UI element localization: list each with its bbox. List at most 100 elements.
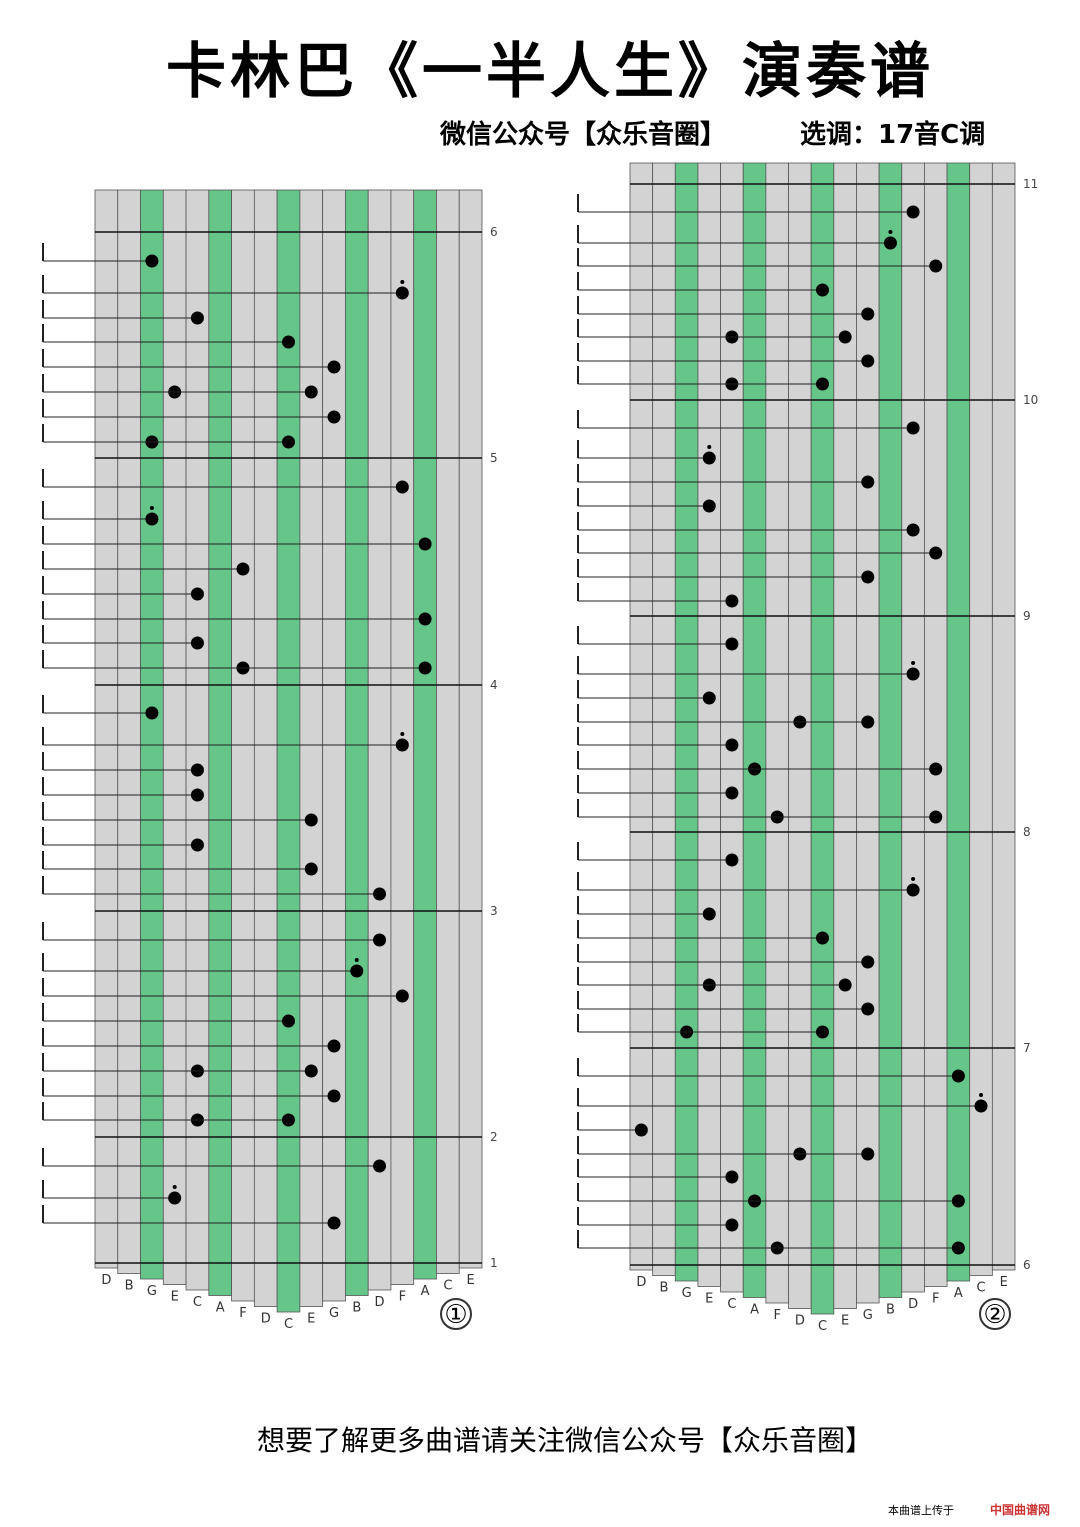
note [304, 1064, 318, 1078]
tine [629, 162, 654, 1271]
note [282, 1113, 295, 1127]
tine [697, 162, 721, 1287]
note [725, 853, 739, 867]
note [906, 205, 920, 219]
octave-dot [707, 445, 712, 449]
key-label: E [841, 1314, 849, 1329]
measure-number: 4 [490, 678, 498, 692]
tine [856, 162, 880, 1304]
note [190, 763, 204, 777]
tine [299, 189, 324, 1307]
key-label: A [750, 1303, 759, 1318]
key-label: G [863, 1308, 873, 1323]
note [327, 360, 341, 374]
note [282, 435, 295, 449]
key-label: G [329, 1306, 339, 1321]
note [145, 254, 159, 268]
note [327, 410, 341, 424]
note [395, 738, 409, 752]
note [816, 283, 829, 297]
key-label: A [954, 1286, 963, 1301]
key-label: G [682, 1286, 692, 1301]
key-label: E [307, 1312, 315, 1327]
account: 微信公众号【众乐音圈】 [439, 119, 726, 150]
note [373, 1159, 387, 1173]
note [373, 933, 387, 947]
note [861, 1002, 875, 1016]
panel-circle [440, 1298, 472, 1330]
key-label: E [1000, 1275, 1008, 1290]
key-label: D [795, 1314, 805, 1329]
note [838, 330, 852, 344]
tine [117, 189, 141, 1274]
note [327, 1089, 341, 1103]
key-label: E [705, 1292, 713, 1307]
note [702, 499, 716, 513]
note [395, 286, 409, 300]
tine [810, 162, 835, 1315]
note [304, 385, 318, 399]
octave-dot [354, 958, 359, 962]
tine [94, 189, 119, 1269]
octave-dot [172, 1185, 177, 1189]
note [634, 1123, 648, 1137]
octave-dot [400, 732, 405, 736]
note [236, 562, 250, 576]
note [418, 661, 432, 675]
key-label: C [818, 1319, 827, 1334]
note [974, 1099, 988, 1113]
tine [390, 189, 415, 1285]
note [304, 813, 318, 827]
measure-number: 8 [1023, 825, 1031, 839]
tine [901, 162, 925, 1293]
key-label: C [976, 1281, 985, 1296]
octave-dot [979, 1093, 984, 1097]
note [418, 612, 432, 626]
key-label: B [125, 1279, 134, 1294]
note [282, 335, 295, 349]
key-label: F [239, 1306, 246, 1321]
note [145, 512, 159, 526]
tine [991, 162, 1016, 1271]
note [861, 1147, 875, 1161]
key-label: D [908, 1297, 918, 1312]
footer: 想要了解更多曲谱请关注微信公众号【众乐音圈】 [257, 1424, 873, 1457]
note [395, 480, 409, 494]
note [906, 883, 920, 897]
octave-dot [911, 877, 916, 881]
note [929, 762, 943, 776]
measure-number: 1 [490, 1256, 498, 1270]
note [418, 537, 432, 551]
note [951, 1194, 965, 1208]
note [304, 862, 318, 876]
note [725, 738, 739, 752]
note [327, 1216, 341, 1230]
note [861, 354, 875, 368]
key-label: F [932, 1292, 939, 1307]
note [725, 594, 739, 608]
key-label: C [443, 1279, 452, 1294]
note [725, 1170, 739, 1184]
note [702, 691, 716, 705]
tine [742, 162, 767, 1298]
key-label: E [171, 1290, 179, 1305]
note [282, 1014, 295, 1028]
key-label: C [727, 1297, 736, 1312]
note [702, 451, 716, 465]
upload-note: 本曲谱上传于 [888, 1503, 954, 1517]
key-label: C [284, 1317, 293, 1332]
tuning: 选调：17音C调 [800, 119, 985, 150]
note [883, 236, 897, 250]
key-label: A [216, 1301, 225, 1316]
tine [345, 189, 369, 1296]
tine [367, 189, 392, 1291]
tine [652, 162, 676, 1276]
note [327, 1039, 341, 1053]
note [861, 570, 875, 584]
key-label: F [773, 1308, 780, 1323]
note [816, 1025, 829, 1039]
note [906, 667, 920, 681]
note [395, 989, 409, 1003]
note [190, 311, 204, 325]
